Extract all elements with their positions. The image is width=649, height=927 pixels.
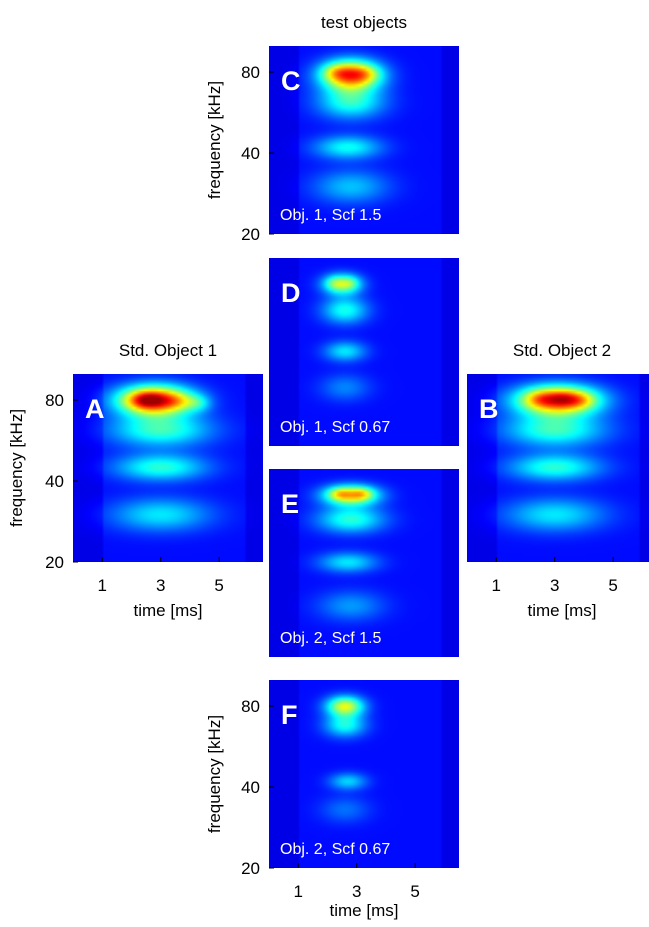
panel-caption: Obj. 1, Scf 0.67 <box>280 419 390 436</box>
y-axis-label: frequency [kHz] <box>7 409 26 527</box>
panel-e: E Obj. 2, Scf 1.5 <box>269 469 459 657</box>
x-tick-label: 3 <box>352 882 361 901</box>
panel-letter: C <box>281 66 301 96</box>
panel-a: A Std. Object 1 20 40 80 1 3 5 frequency [kHz] ti… <box>7 341 263 620</box>
heatmap-b <box>467 374 649 562</box>
heatmap-d <box>269 258 459 446</box>
x-tick-label: 1 <box>97 576 106 595</box>
panel-b: B Std. Object 2 1 3 5 time [ms] <box>467 341 649 620</box>
y-tick-label: 80 <box>45 391 64 410</box>
x-axis-label: time [ms] <box>134 601 203 620</box>
y-tick-label: 20 <box>241 859 260 878</box>
y-tick-label: 40 <box>45 472 64 491</box>
panel-letter: E <box>281 489 299 519</box>
panel-letter: B <box>479 394 499 424</box>
x-tick-label: 3 <box>550 576 559 595</box>
x-tick-label: 1 <box>491 576 500 595</box>
y-tick-label: 20 <box>241 225 260 244</box>
heatmap-f <box>269 680 459 868</box>
panel-caption: Obj. 1, Scf 1.5 <box>280 207 381 224</box>
y-tick-label: 40 <box>241 144 260 163</box>
y-axis-label: frequency [kHz] <box>205 81 224 199</box>
panel-letter: A <box>85 394 105 424</box>
y-tick-label: 20 <box>45 553 64 572</box>
group-title: Std. Object 2 <box>513 341 611 360</box>
x-tick-label: 3 <box>156 576 165 595</box>
panel-caption: Obj. 2, Scf 0.67 <box>280 841 390 858</box>
y-tick-label: 80 <box>241 63 260 82</box>
panel-c: C Obj. 1, Scf 1.5 test objects 20 40 80 freque… <box>205 13 459 244</box>
x-tick-label: 1 <box>293 882 302 901</box>
y-tick-label: 40 <box>241 778 260 797</box>
heatmap-a <box>73 374 263 562</box>
y-axis-label: frequency [kHz] <box>205 715 224 833</box>
heatmap-e <box>269 469 459 657</box>
x-tick-label: 5 <box>410 882 419 901</box>
panel-caption: Obj. 2, Scf 1.5 <box>280 630 381 647</box>
panel-letter: F <box>281 700 298 730</box>
panel-d: D Obj. 1, Scf 0.67 <box>269 258 459 446</box>
x-axis-label: time [ms] <box>330 901 399 920</box>
x-tick-label: 5 <box>214 576 223 595</box>
panel-letter: D <box>281 278 301 308</box>
x-axis-label: time [ms] <box>528 601 597 620</box>
heatmap-c <box>269 46 459 234</box>
group-title: test objects <box>321 13 407 32</box>
y-tick-label: 80 <box>241 697 260 716</box>
x-tick-label: 5 <box>608 576 617 595</box>
panel-f: F Obj. 2, Scf 0.67 20 40 80 1 3 5 frequency [kHz… <box>205 680 459 920</box>
group-title: Std. Object 1 <box>119 341 217 360</box>
